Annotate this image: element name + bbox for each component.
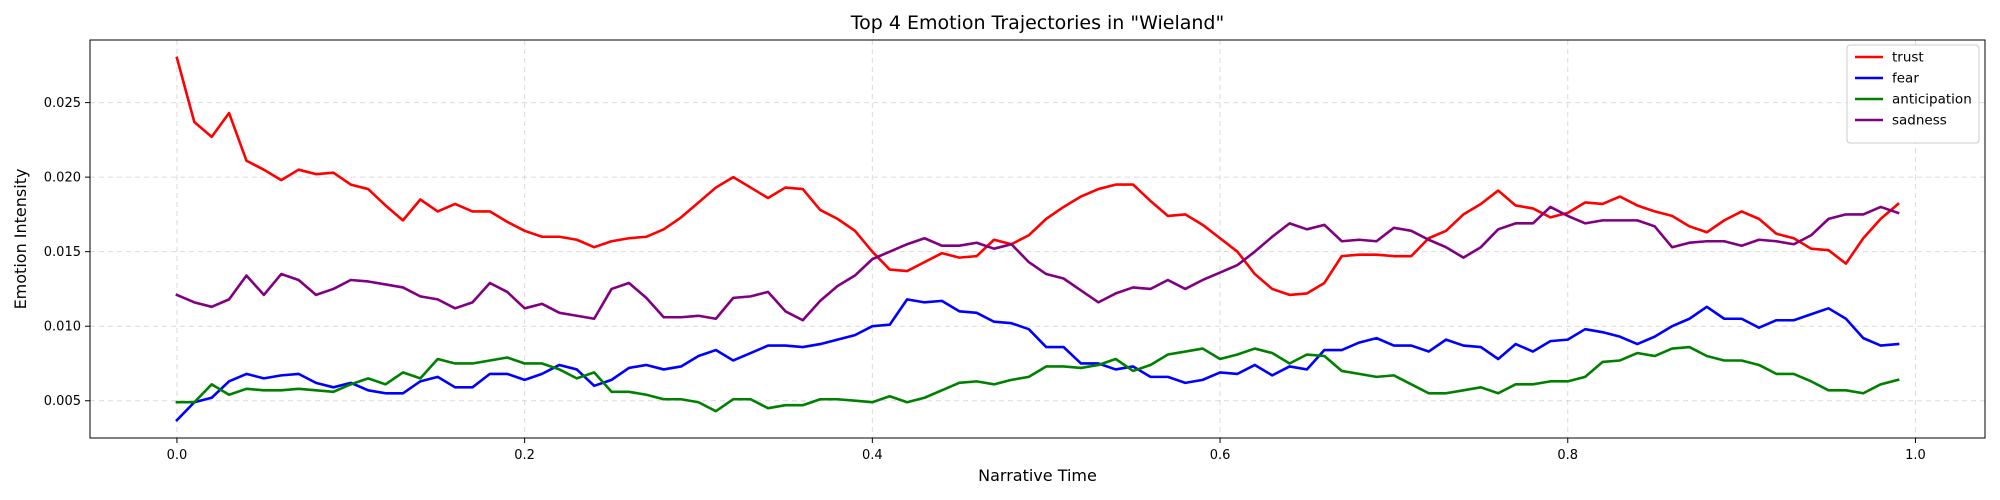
x-tick-label: 0.4 — [862, 448, 883, 463]
y-axis-label: Emotion Intensity — [11, 169, 30, 310]
series-line-fear — [175, 298, 1900, 422]
x-tick-label: 0.0 — [167, 448, 188, 463]
x-axis-label: Narrative Time — [978, 466, 1097, 485]
y-tick-label: 0.015 — [44, 245, 81, 260]
x-tick-label: 0.2 — [514, 448, 535, 463]
x-tick-label: 0.8 — [1557, 448, 1578, 463]
legend-box — [1846, 44, 1980, 144]
legend-label-sadness: sadness — [1892, 113, 1947, 129]
x-tick-label: 1.0 — [1905, 448, 1926, 463]
series-line-sadness — [175, 205, 1900, 322]
y-tick-label: 0.020 — [44, 171, 81, 186]
x-tick-label: 0.6 — [1210, 448, 1231, 463]
y-axis-ticks: 0.005 0.010 0.015 0.020 0.025 — [44, 96, 90, 409]
legend: trust fear anticipation sadness — [1846, 44, 1980, 144]
y-tick-label: 0.025 — [44, 96, 81, 111]
x-axis-ticks: 0.0 0.2 0.4 0.6 0.8 1.0 — [167, 438, 1926, 463]
series-lines — [175, 56, 1900, 422]
legend-label-anticipation: anticipation — [1892, 92, 1972, 108]
grid-lines — [90, 40, 1985, 438]
y-tick-label: 0.010 — [44, 320, 81, 335]
series-line-trust — [175, 56, 1900, 297]
chart-title: Top 4 Emotion Trajectories in "Wieland" — [850, 12, 1224, 34]
plot-frame — [89, 39, 1986, 439]
series-line-anticipation — [175, 345, 1900, 413]
y-tick-label: 0.005 — [44, 394, 81, 409]
legend-label-trust: trust — [1892, 50, 1924, 66]
legend-label-fear: fear — [1892, 71, 1919, 87]
